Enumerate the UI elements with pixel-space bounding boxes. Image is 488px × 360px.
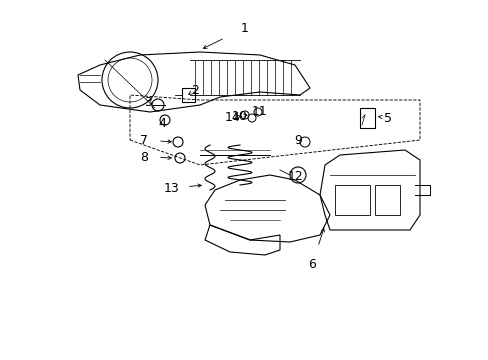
Text: 5: 5 (383, 112, 391, 125)
Text: 2: 2 (191, 84, 199, 96)
Text: 4: 4 (158, 117, 165, 130)
Text: 11: 11 (252, 104, 267, 117)
Text: 14: 14 (224, 111, 241, 123)
Text: 6: 6 (307, 258, 315, 271)
Text: 12: 12 (287, 170, 303, 183)
Text: 10: 10 (232, 109, 247, 122)
Text: 3: 3 (144, 95, 152, 108)
Text: 8: 8 (140, 150, 148, 163)
Text: 7: 7 (140, 134, 148, 147)
Text: 13: 13 (164, 181, 180, 194)
Text: 9: 9 (293, 134, 301, 147)
Text: 1: 1 (241, 22, 248, 35)
